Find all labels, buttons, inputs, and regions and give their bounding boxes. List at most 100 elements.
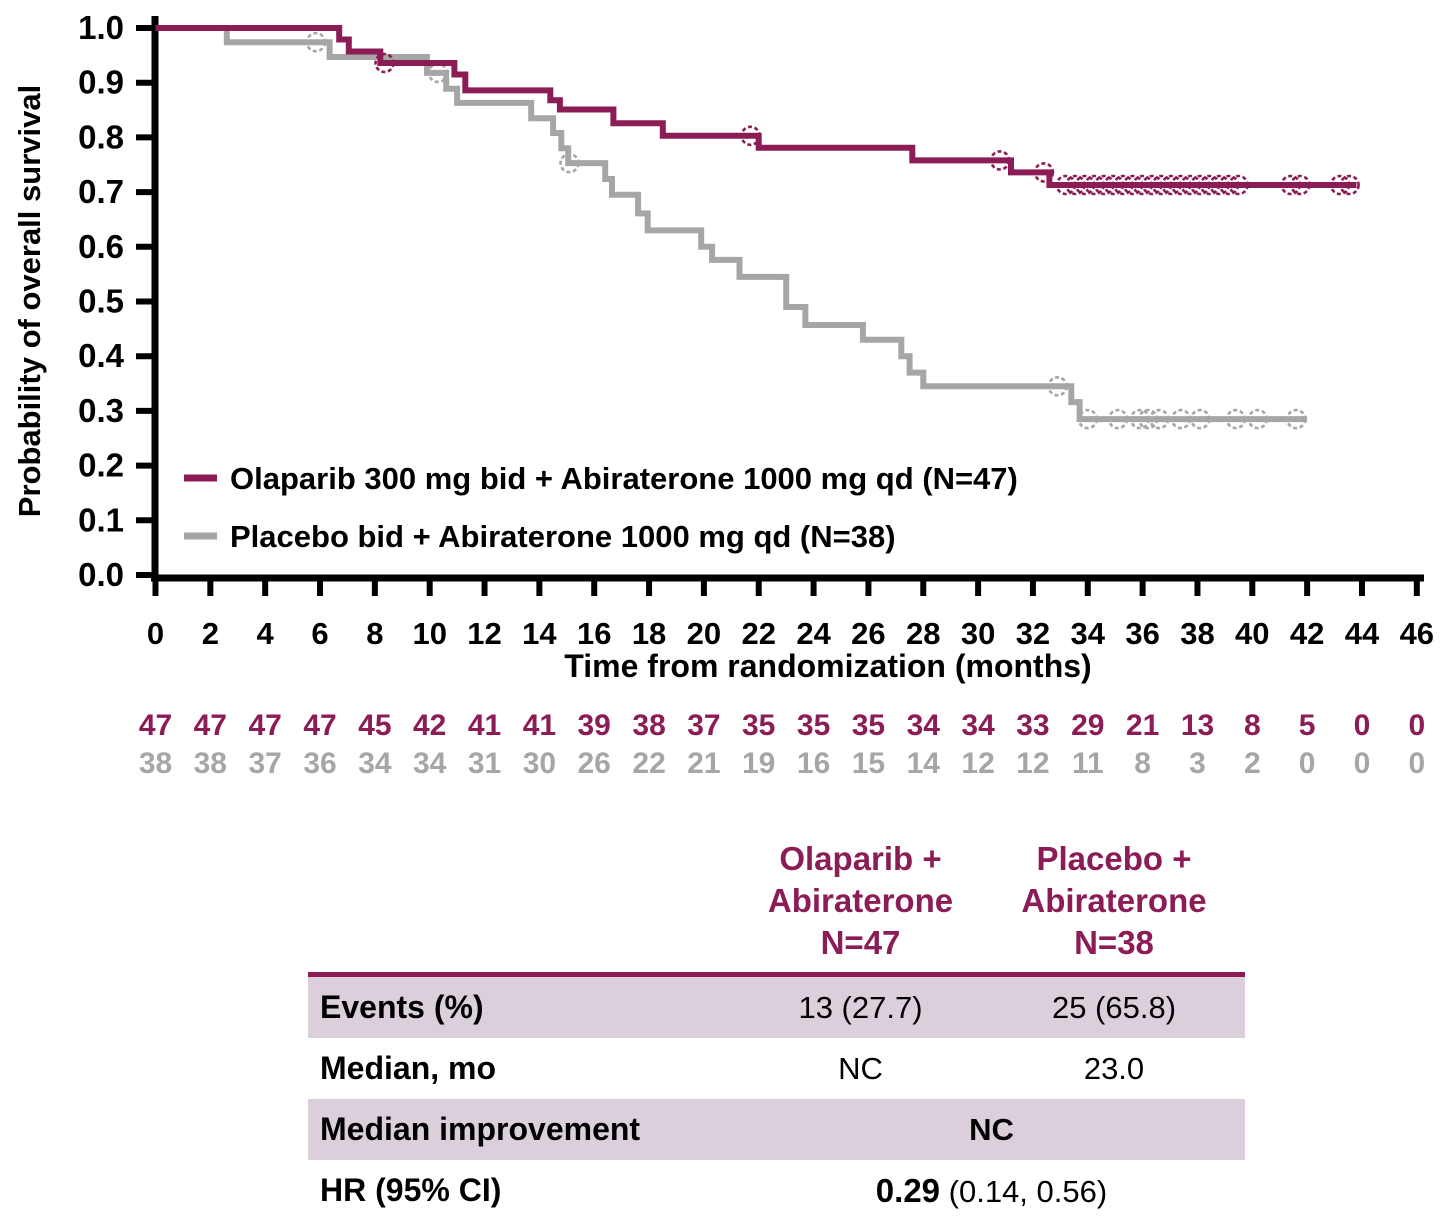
- x-tick-label: 20: [687, 616, 721, 651]
- x-tick-label: 34: [1071, 616, 1106, 651]
- censor-mark-placebo-arm: [1189, 408, 1211, 430]
- at-risk-count: 35: [742, 709, 775, 742]
- hr-point-estimate: 0.29: [875, 1171, 941, 1209]
- at-risk-count: 26: [578, 747, 611, 780]
- at-risk-count: 0: [1408, 709, 1425, 742]
- at-risk-count: 35: [852, 709, 885, 742]
- censor-mark-placebo-arm: [1285, 408, 1307, 430]
- summary-row-median: Median, mo NC 23.0: [308, 1038, 1245, 1099]
- at-risk-count: 37: [687, 709, 720, 742]
- median-placebo-value: 23.0: [1083, 1050, 1145, 1086]
- at-risk-row-placebo-arm: 38 38 37 36 34 34 31 30 26 22 21 19 16 15 14 12 12 11 8 3 2 0…: [139, 747, 1425, 780]
- censor-mark-olaparib-arm: [1033, 162, 1055, 183]
- at-risk-count: 38: [139, 747, 172, 780]
- x-tick-label: 22: [741, 616, 775, 651]
- at-risk-count: 34: [413, 747, 447, 780]
- censor-mark-olaparib-arm: [1329, 174, 1351, 196]
- summary-row-median-improvement: Median improvement NC: [308, 1099, 1245, 1160]
- x-tick-label: 28: [906, 616, 940, 651]
- at-risk-count: 0: [1408, 747, 1425, 780]
- at-risk-count: 35: [797, 709, 830, 742]
- summary-row-hr: HR (95% CI) 0.29 (0.14, 0.56): [308, 1160, 1245, 1221]
- axes: 1.00.90.80.70.60.50.40.30.20.10.00 2 4 6 8 10…: [12, 9, 1434, 684]
- at-risk-count: 13: [1181, 709, 1214, 742]
- summary-header-placebo: Placebo + Abiraterone N=38: [1021, 840, 1207, 962]
- at-risk-count: 39: [578, 709, 611, 742]
- events-olaparib-value: 13 (27.7): [798, 989, 923, 1025]
- events-placebo-value: 25 (65.8): [1051, 989, 1177, 1025]
- x-tick-label: 12: [467, 616, 501, 651]
- y-tick-label: 0.9: [78, 64, 124, 101]
- legend: Olaparib 300 mg bid + Abiraterone 1000 m…: [184, 461, 1018, 554]
- at-risk-count: 47: [139, 709, 172, 742]
- km-curve-olaparib-arm: [155, 25, 1357, 188]
- censor-mark-placebo-arm: [1225, 408, 1247, 430]
- x-tick-label: 38: [1180, 616, 1214, 651]
- events-row-label: Events (%): [320, 989, 484, 1025]
- summary-header-olaparib: Olaparib + Abiraterone N=47: [767, 840, 954, 962]
- censor-mark-placebo-arm: [1107, 408, 1129, 430]
- at-risk-count: 33: [1016, 709, 1049, 742]
- censor-mark-placebo-arm: [305, 31, 327, 53]
- at-risk-count: 0: [1354, 747, 1371, 780]
- y-tick-label: 0.4: [78, 337, 125, 374]
- at-risk-count: 15: [852, 747, 885, 780]
- median-olaparib-value: NC: [838, 1050, 883, 1086]
- legend-item-olaparib-arm: Olaparib 300 mg bid + Abiraterone 1000 m…: [184, 461, 1018, 496]
- x-tick-label: 16: [577, 616, 611, 651]
- censor-mark-olaparib-arm: [989, 150, 1011, 171]
- y-tick-label: 0.7: [78, 173, 124, 210]
- legend-item-placebo-arm: Placebo bid + Abiraterone 1000 mg qd (N=…: [184, 519, 896, 554]
- at-risk-count: 16: [797, 747, 830, 780]
- at-risk-count: 34: [358, 747, 392, 780]
- x-tick-label: 14: [522, 616, 557, 651]
- censor-mark-olaparib-arm: [1290, 174, 1311, 196]
- x-tick-label: 6: [311, 616, 328, 651]
- at-risk-count: 47: [249, 709, 282, 742]
- y-tick-label: 0.2: [78, 447, 124, 484]
- at-risk-count: 34: [907, 709, 941, 742]
- at-risk-count: 12: [961, 747, 994, 780]
- hr-confidence-interval: (0.14, 0.56): [940, 1173, 1108, 1209]
- at-risk-count: 22: [632, 747, 665, 780]
- censor-mark-olaparib-arm: [374, 52, 395, 74]
- censor-mark-placebo-arm: [1077, 408, 1099, 430]
- censor-mark-olaparib-arm: [1218, 174, 1240, 196]
- at-risk-count: 8: [1244, 709, 1261, 742]
- at-risk-count: 38: [194, 747, 227, 780]
- x-tick-label: 0: [147, 616, 164, 651]
- at-risk-count: 36: [303, 747, 336, 780]
- summary-row-events: Events (%) 13 (27.7) 25 (65.8): [308, 972, 1245, 1038]
- at-risk-count: 41: [523, 709, 556, 742]
- x-axis-title: Time from randomization (months): [564, 648, 1091, 684]
- x-tick-label: 2: [202, 616, 219, 651]
- censor-mark-placebo-arm: [1137, 408, 1159, 430]
- km-series-placebo-arm: [155, 25, 1308, 430]
- at-risk-table: 47 47 47 47 45 42 41 41 39 38 37 35 35 35 34 34 33 29 21 13…: [139, 709, 1425, 780]
- y-tick-label: 0.6: [78, 228, 124, 265]
- y-axis-title: Probability of overall survival: [12, 85, 47, 517]
- at-risk-count: 41: [468, 709, 501, 742]
- summary-table: Olaparib + Abiraterone N=47 Placebo + Ab…: [308, 836, 1245, 1221]
- x-tick-label: 4: [257, 616, 275, 651]
- at-risk-count: 14: [907, 747, 941, 780]
- at-risk-row-olaparib-arm: 47 47 47 47 45 42 41 41 39 38 37 35 35 35 34 34 33 29 21 13…: [139, 709, 1425, 742]
- x-tick-label: 32: [1016, 616, 1050, 651]
- censor-mark-olaparib-arm: [740, 125, 761, 147]
- x-tick-label: 36: [1125, 616, 1159, 651]
- median-improvement-value: NC: [969, 1111, 1014, 1147]
- hr-value: 0.29 (0.14, 0.56): [738, 1172, 1245, 1210]
- x-tick-label: 44: [1345, 616, 1380, 651]
- summary-header-spacer: [308, 836, 738, 838]
- at-risk-count: 34: [961, 709, 995, 742]
- at-risk-count: 2: [1244, 747, 1261, 780]
- at-risk-count: 30: [523, 747, 556, 780]
- at-risk-count: 12: [1016, 747, 1049, 780]
- at-risk-count: 0: [1299, 747, 1316, 780]
- x-tick-label: 10: [412, 616, 446, 651]
- at-risk-count: 47: [303, 709, 336, 742]
- at-risk-count: 47: [194, 709, 227, 742]
- km-series-olaparib-arm: [155, 25, 1360, 196]
- hr-row-label: HR (95% CI): [320, 1172, 502, 1208]
- legend-label-placebo-arm: Placebo bid + Abiraterone 1000 mg qd (N=…: [230, 519, 896, 554]
